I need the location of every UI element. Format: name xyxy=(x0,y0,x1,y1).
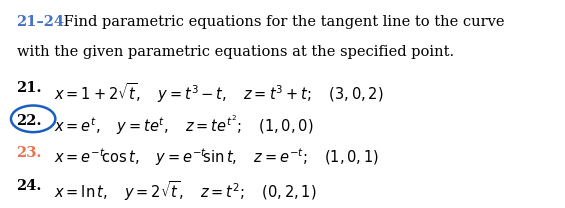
Text: 23.: 23. xyxy=(16,146,42,160)
Text: $x = e^t,\quad y = te^t,\quad z = te^{t^2};\quad (1, 0, 0)$: $x = e^t,\quad y = te^t,\quad z = te^{t^… xyxy=(54,114,314,137)
Text: 24.: 24. xyxy=(16,179,42,193)
Text: $x = e^{-t}\!\cos t,\quad y = e^{-t}\!\sin t,\quad z = e^{-t};\quad (1, 0, 1)$: $x = e^{-t}\!\cos t,\quad y = e^{-t}\!\s… xyxy=(54,146,380,168)
Text: Find parametric equations for the tangent line to the curve: Find parametric equations for the tangen… xyxy=(59,15,505,29)
Text: 21–24: 21–24 xyxy=(16,15,64,29)
Text: 21.: 21. xyxy=(16,81,42,95)
Text: $x = 1 + 2\sqrt{t},\quad y = t^3 - t,\quad z = t^3 + t;\quad (3, 0, 2)$: $x = 1 + 2\sqrt{t},\quad y = t^3 - t,\qu… xyxy=(54,81,384,105)
Text: with the given parametric equations at the specified point.: with the given parametric equations at t… xyxy=(16,45,454,59)
Text: $x = \ln t,\quad y = 2\sqrt{t},\quad z = t^2;\quad (0, 2, 1)$: $x = \ln t,\quad y = 2\sqrt{t},\quad z =… xyxy=(54,179,317,203)
Text: 22.: 22. xyxy=(16,114,42,128)
